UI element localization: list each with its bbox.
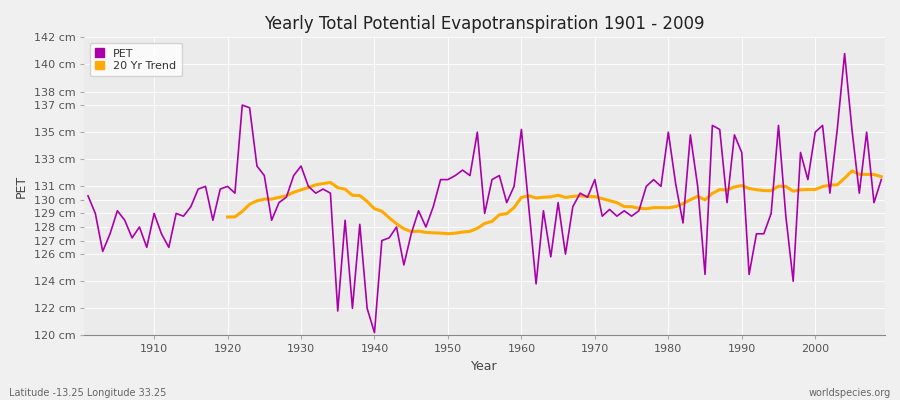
Line: 20 Yr Trend: 20 Yr Trend: [228, 171, 881, 234]
PET: [876, 177, 886, 182]
PET: [369, 330, 380, 335]
PET: [523, 204, 534, 209]
PET: [303, 184, 314, 189]
Y-axis label: PET: PET: [15, 175, 28, 198]
20 Yr Trend: [222, 214, 233, 219]
Line: PET: PET: [88, 54, 881, 333]
20 Yr Trend: [420, 230, 431, 235]
20 Yr Trend: [847, 168, 858, 173]
Text: worldspecies.org: worldspecies.org: [809, 388, 891, 398]
PET: [839, 51, 850, 56]
PET: [611, 214, 622, 218]
20 Yr Trend: [876, 174, 886, 179]
X-axis label: Year: Year: [472, 360, 498, 373]
PET: [347, 306, 358, 311]
PET: [83, 194, 94, 198]
20 Yr Trend: [773, 184, 784, 188]
20 Yr Trend: [685, 197, 696, 202]
20 Yr Trend: [861, 172, 872, 177]
20 Yr Trend: [443, 231, 454, 236]
PET: [516, 127, 526, 132]
Title: Yearly Total Potential Evapotranspiration 1901 - 2009: Yearly Total Potential Evapotranspiratio…: [265, 15, 705, 33]
20 Yr Trend: [788, 189, 798, 194]
PET: [141, 245, 152, 250]
20 Yr Trend: [310, 182, 321, 187]
Text: Latitude -13.25 Longitude 33.25: Latitude -13.25 Longitude 33.25: [9, 388, 166, 398]
Legend: PET, 20 Yr Trend: PET, 20 Yr Trend: [90, 43, 182, 76]
